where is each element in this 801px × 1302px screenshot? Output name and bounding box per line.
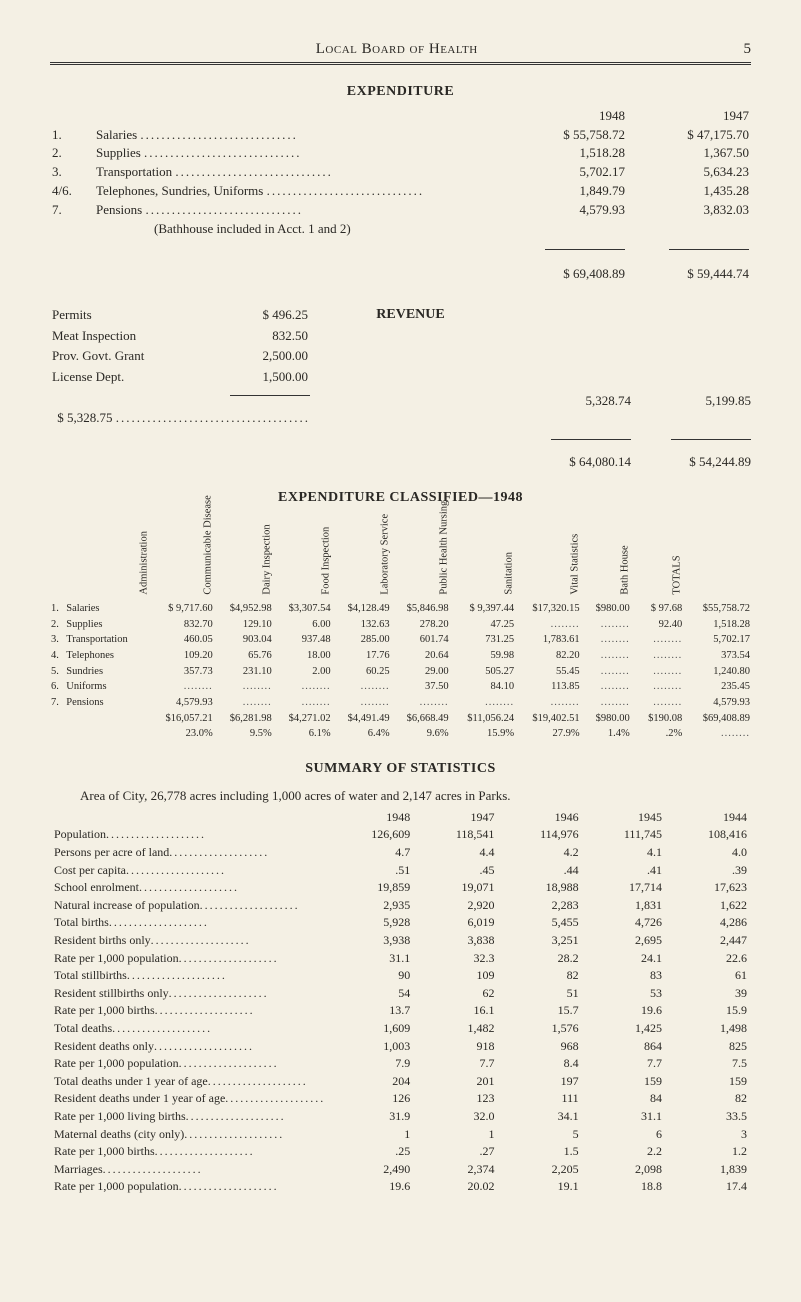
page-number: 5 [744,40,752,60]
revenue-row: License Dept.1,500.00 [52,368,308,387]
classified-row: 4.Telephones109.2065.7618.0017.7620.6459… [50,648,751,664]
class-col-5: Public Health Nursing [437,581,451,595]
classified-row: 7.Pensions4,579.93......................… [50,695,751,711]
classified-row: 1.Salaries$ 9,717.60$4,952.98$3,307.54$4… [50,601,751,617]
summary-row: Marriages....................2,4902,3742… [50,1161,751,1179]
revenue-grand-1947: $ 54,244.89 [631,454,751,471]
summary-row: Persons per acre of land................… [50,844,751,862]
expenditure-row: 1.Salaries .............................… [50,126,751,145]
summary-row: School enrolment....................19,8… [50,879,751,897]
revenue-row: Prov. Govt. Grant2,500.00 [52,347,308,366]
class-col-2: Dairy Inspection [260,581,274,595]
classified-title: EXPENDITURE CLASSIFIED—1948 [50,489,751,507]
summary-row: Total deaths under 1 year of age........… [50,1073,751,1091]
exp-year-1947: 1947 [627,107,751,126]
classified-row: 2.Supplies832.70129.106.00132.63278.2047… [50,617,751,633]
summary-row: Total stillbirths....................901… [50,967,751,985]
revenue-row: Permits$ 496.25 [52,306,308,325]
page-header-title: Local Board of Health [316,40,478,60]
summary-row: Resident deaths only....................… [50,1038,751,1056]
classified-row: 23.0%9.5%6.1%6.4%9.6%15.9%27.9%1.4%.2%..… [50,726,751,742]
sum-year-1: 1947 [414,809,498,827]
revenue-items-table: Permits$ 496.25 Meat Inspection832.50Prov… [50,304,310,390]
header-rule-top [50,62,751,63]
summary-row: Resident stillbirths only...............… [50,985,751,1003]
sum-year-0: 1948 [329,809,414,827]
summary-row: Resident deaths under 1 year of age.....… [50,1090,751,1108]
classified-row: 5.Sundries357.73231.102.0060.2529.00505.… [50,664,751,680]
sum-year-4: 1944 [666,809,751,827]
summary-title: SUMMARY OF STATISTICS [50,760,751,778]
class-col-3: Food Inspection [319,581,333,595]
revenue-subtotal-left: $ 5,328.75 [57,410,112,425]
summary-row: Rate per 1,000 living births............… [50,1108,751,1126]
exp-total-1948: $ 69,408.89 [503,265,627,284]
expenditure-row: 7.Pensions .............................… [50,201,751,220]
summary-row: Total deaths....................1,6091,4… [50,1020,751,1038]
expenditure-row: 3.Transportation .......................… [50,163,751,182]
exp-year-1948: 1948 [503,107,627,126]
summary-row: Natural increase of population..........… [50,897,751,915]
class-col-6: Sanitation [502,581,516,595]
revenue-row: Meat Inspection832.50 [52,327,308,346]
summary-row: Rate per 1,000 births...................… [50,1002,751,1020]
summary-row: Resident births only....................… [50,932,751,950]
summary-row: Rate per 1,000 births...................… [50,1143,751,1161]
class-col-4: Laboratory Service [378,581,392,595]
revenue-subtotal-1947: 5,199.85 [631,393,751,410]
summary-row: Rate per 1,000 population...............… [50,1178,751,1196]
summary-row: Rate per 1,000 population...............… [50,1055,751,1073]
revenue-grand-1948: $ 64,080.14 [511,454,631,471]
summary-row: Rate per 1,000 population...............… [50,950,751,968]
summary-row: Total births....................5,9286,0… [50,914,751,932]
expenditure-row: 4/6.Telephones, Sundries, Uniforms .....… [50,182,751,201]
summary-row: Population....................126,609118… [50,826,751,844]
revenue-title: REVENUE [310,304,511,324]
classified-row: 6.Uniforms..............................… [50,679,751,695]
class-col-7: Vital Statistics [568,581,582,595]
expenditure-row: 2.Supplies .............................… [50,144,751,163]
exp-note: (Bathhouse included in Acct. 1 and 2) [94,220,503,239]
classified-table: Administration Communicable Disease Dair… [50,517,751,742]
header-rule-bottom [50,64,751,65]
summary-row: Maternal deaths (city only).............… [50,1126,751,1144]
sum-year-3: 1945 [583,809,666,827]
summary-intro: Area of City, 26,778 acres including 1,0… [50,788,751,805]
class-col-1: Communicable Disease [201,581,215,595]
summary-table: 1948 1947 1946 1945 1944 Population.....… [50,809,751,1196]
summary-row: Cost per capita.....................51.4… [50,862,751,880]
expenditure-title: EXPENDITURE [50,83,751,101]
sum-year-2: 1946 [498,809,582,827]
exp-total-1947: $ 59,444.74 [627,265,751,284]
class-col-9: TOTALS [671,581,685,595]
revenue-subtotal-1948: 5,328.74 [511,393,631,410]
class-col-0: Administration [138,581,152,595]
class-col-8: Bath House [618,581,632,595]
classified-row: 3.Transportation460.05903.04937.48285.00… [50,632,751,648]
expenditure-table: 1948 1947 1.Salaries ...................… [50,107,751,284]
classified-row: $16,057.21$6,281.98$4,271.02$4,491.49$6,… [50,711,751,727]
